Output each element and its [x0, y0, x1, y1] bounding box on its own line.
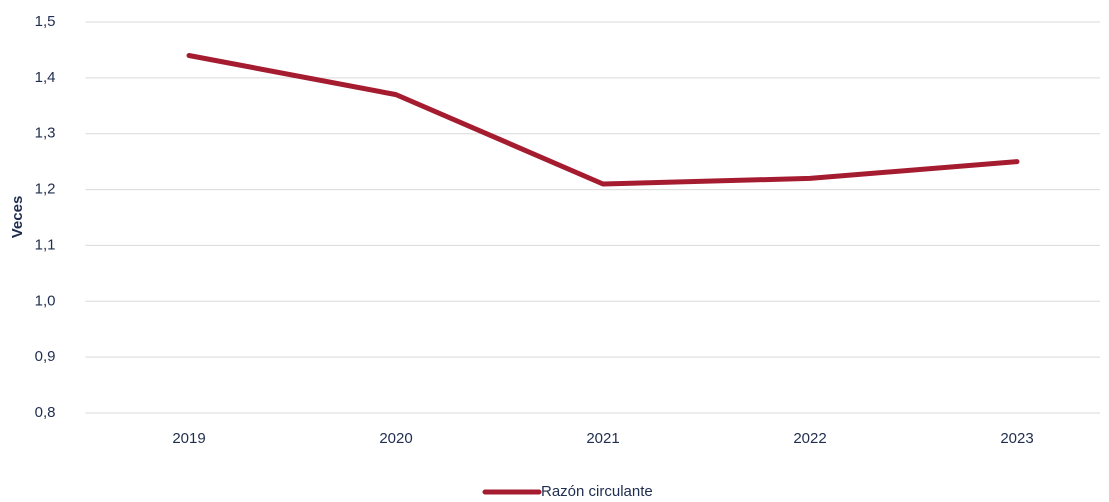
y-tick-label: 1,4 — [35, 69, 56, 86]
y-axis-label: Veces — [9, 196, 26, 239]
y-tick-label: 1,5 — [35, 13, 56, 30]
x-tick-label: 2019 — [172, 430, 205, 447]
data-line — [186, 53, 1020, 187]
y-tick-label: 0,8 — [35, 404, 56, 421]
y-tick-label: 0,9 — [35, 348, 56, 365]
y-tick-label: 1,2 — [35, 181, 56, 198]
y-tick-label: 1,3 — [35, 125, 56, 142]
x-tick-label: 2020 — [379, 430, 412, 447]
y-tick-label: 1,1 — [35, 236, 56, 253]
x-tick-label: 2021 — [586, 430, 619, 447]
x-tick-label: 2022 — [793, 430, 826, 447]
x-tick-label: 2023 — [1000, 430, 1033, 447]
y-tick-label: 1,0 — [35, 292, 56, 309]
legend-label: Razón circulante — [541, 483, 653, 500]
